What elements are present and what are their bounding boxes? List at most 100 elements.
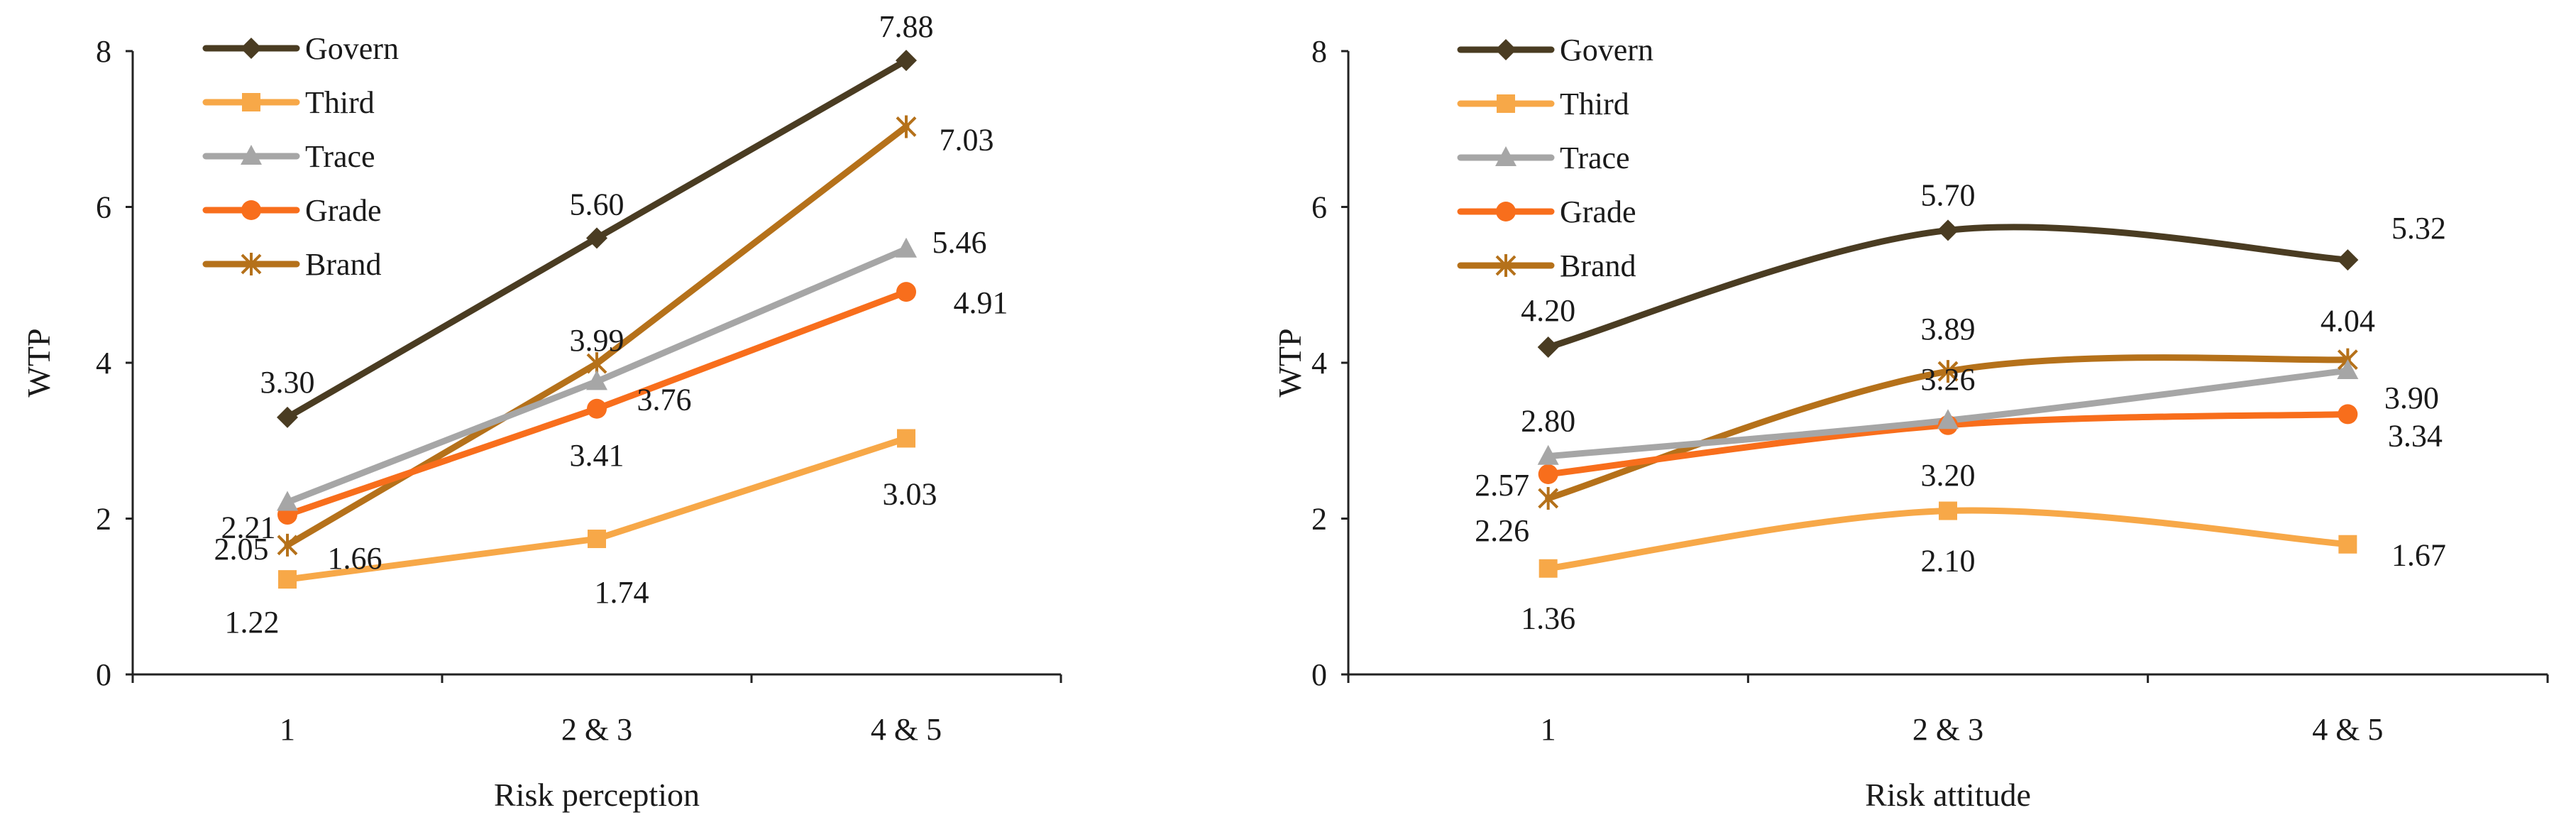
data-label-grade: 3.34 xyxy=(2388,418,2443,453)
x-tick-label: 2 & 3 xyxy=(1912,712,1983,747)
data-point-grade xyxy=(2338,404,2358,425)
data-label-third: 1.36 xyxy=(1521,601,1575,636)
data-point-third xyxy=(278,570,297,589)
data-label-govern: 5.32 xyxy=(2391,211,2446,246)
y-axis-title: WTP xyxy=(1272,328,1308,397)
legend-label-govern: Govern xyxy=(1560,33,1653,67)
data-point-govern xyxy=(586,227,607,249)
data-point-trace xyxy=(896,237,917,258)
y-tick-label: 8 xyxy=(96,34,111,69)
data-label-grade: 3.41 xyxy=(570,438,624,473)
legend-label-third: Third xyxy=(1560,87,1629,121)
data-point-third xyxy=(2338,535,2357,554)
data-label-grade: 2.05 xyxy=(214,532,269,567)
y-tick-label: 0 xyxy=(1311,657,1327,692)
data-label-third: 1.67 xyxy=(2391,538,2446,573)
y-tick-label: 4 xyxy=(1311,346,1327,381)
data-label-govern: 5.70 xyxy=(1921,177,1976,212)
data-label-third: 3.03 xyxy=(883,476,937,511)
y-axis-title: WTP xyxy=(21,328,57,397)
legend-marker-third xyxy=(1497,94,1515,113)
data-point-govern xyxy=(1537,337,1559,359)
data-label-brand: 2.26 xyxy=(1475,513,1529,548)
x-tick-label: 1 xyxy=(280,712,295,747)
data-point-third xyxy=(1539,559,1558,578)
data-point-govern xyxy=(277,406,298,428)
data-label-trace: 3.90 xyxy=(2384,381,2439,415)
data-point-third xyxy=(897,429,915,448)
legend-marker-grade xyxy=(241,200,261,220)
legend-marker-govern xyxy=(241,38,262,59)
data-point-trace xyxy=(1537,444,1559,465)
data-label-govern: 3.30 xyxy=(260,365,315,400)
x-tick-label: 2 & 3 xyxy=(561,712,632,747)
y-tick-label: 8 xyxy=(1311,34,1327,69)
data-label-brand: 7.03 xyxy=(940,122,994,157)
data-label-grade: 3.20 xyxy=(1921,458,1976,493)
data-point-govern xyxy=(896,50,917,72)
data-point-brand xyxy=(896,115,917,138)
data-point-third xyxy=(1939,501,1957,520)
data-label-grade: 4.91 xyxy=(954,285,1008,320)
data-point-grade xyxy=(896,282,916,302)
y-tick-label: 2 xyxy=(96,502,111,537)
data-point-trace xyxy=(586,370,607,390)
legend-marker-brand xyxy=(1495,254,1517,277)
data-label-trace: 2.80 xyxy=(1521,404,1575,439)
legend-marker-third xyxy=(242,93,260,111)
y-tick-label: 6 xyxy=(96,190,111,225)
data-point-trace xyxy=(277,491,298,511)
data-point-trace xyxy=(1937,409,1959,430)
data-point-third xyxy=(588,530,606,549)
legend-label-grade: Grade xyxy=(1560,195,1636,229)
data-label-trace: 3.76 xyxy=(637,382,692,417)
data-label-govern: 7.88 xyxy=(879,9,934,44)
data-point-trace xyxy=(2337,359,2359,379)
data-label-grade: 2.57 xyxy=(1475,468,1529,503)
x-axis-title: Risk attitude xyxy=(1865,777,2031,813)
legend-label-brand: Brand xyxy=(305,247,382,282)
risk-perception-chart: 0 2 4 6 8 1 2 & 3 4 & 5 Risk perception WTP 3.30 5.… xyxy=(21,9,1062,813)
legend: Govern Third Trace Grade Brand xyxy=(1457,33,1653,283)
data-label-trace: 2.21 xyxy=(221,510,276,545)
legend-marker-grade xyxy=(1496,202,1516,221)
legend-label-third: Third xyxy=(305,85,375,120)
y-tick-label: 2 xyxy=(1311,502,1327,537)
legend-label-brand: Brand xyxy=(1560,248,1636,283)
data-label-brand: 1.66 xyxy=(328,541,382,576)
x-axis-title: Risk perception xyxy=(494,777,700,813)
data-label-trace: 5.46 xyxy=(932,225,987,260)
data-label-third: 1.74 xyxy=(595,575,649,610)
legend-marker-govern xyxy=(1495,39,1517,60)
data-label-trace: 3.26 xyxy=(1921,362,1976,397)
x-tick-label: 1 xyxy=(1541,712,1556,747)
legend-label-trace: Trace xyxy=(305,139,375,174)
y-tick-label: 4 xyxy=(96,346,111,381)
data-label-brand: 4.04 xyxy=(2321,304,2375,339)
data-label-third: 2.10 xyxy=(1921,544,1976,579)
data-point-brand xyxy=(1538,486,1559,510)
risk-attitude-chart: 0 2 4 6 8 1 2 & 3 4 & 5 Risk attitude WTP 4.20 5.70… xyxy=(1272,33,2549,813)
data-label-govern: 5.60 xyxy=(570,187,624,221)
data-label-brand: 3.99 xyxy=(570,323,624,358)
data-label-brand: 3.89 xyxy=(1921,312,1976,346)
legend-label-trace: Trace xyxy=(1560,141,1630,175)
data-label-govern: 4.20 xyxy=(1521,293,1575,328)
data-point-govern xyxy=(2337,249,2359,271)
legend-marker-trace xyxy=(241,145,262,165)
y-tick-label: 0 xyxy=(96,657,111,692)
x-tick-label: 4 & 5 xyxy=(871,712,942,747)
legend-label-grade: Grade xyxy=(305,193,382,228)
legend: Govern Third Trace Grade Brand xyxy=(202,31,399,282)
legend-label-govern: Govern xyxy=(305,31,399,66)
data-label-third: 1.22 xyxy=(225,605,280,640)
legend-marker-brand xyxy=(241,253,262,275)
data-point-grade xyxy=(587,398,607,419)
data-point-brand xyxy=(1937,360,1959,383)
data-point-govern xyxy=(1937,219,1959,241)
legend-marker-trace xyxy=(1495,146,1517,166)
data-point-grade xyxy=(1538,464,1558,484)
data-point-brand xyxy=(277,533,298,557)
x-tick-label: 4 & 5 xyxy=(2312,712,2383,747)
